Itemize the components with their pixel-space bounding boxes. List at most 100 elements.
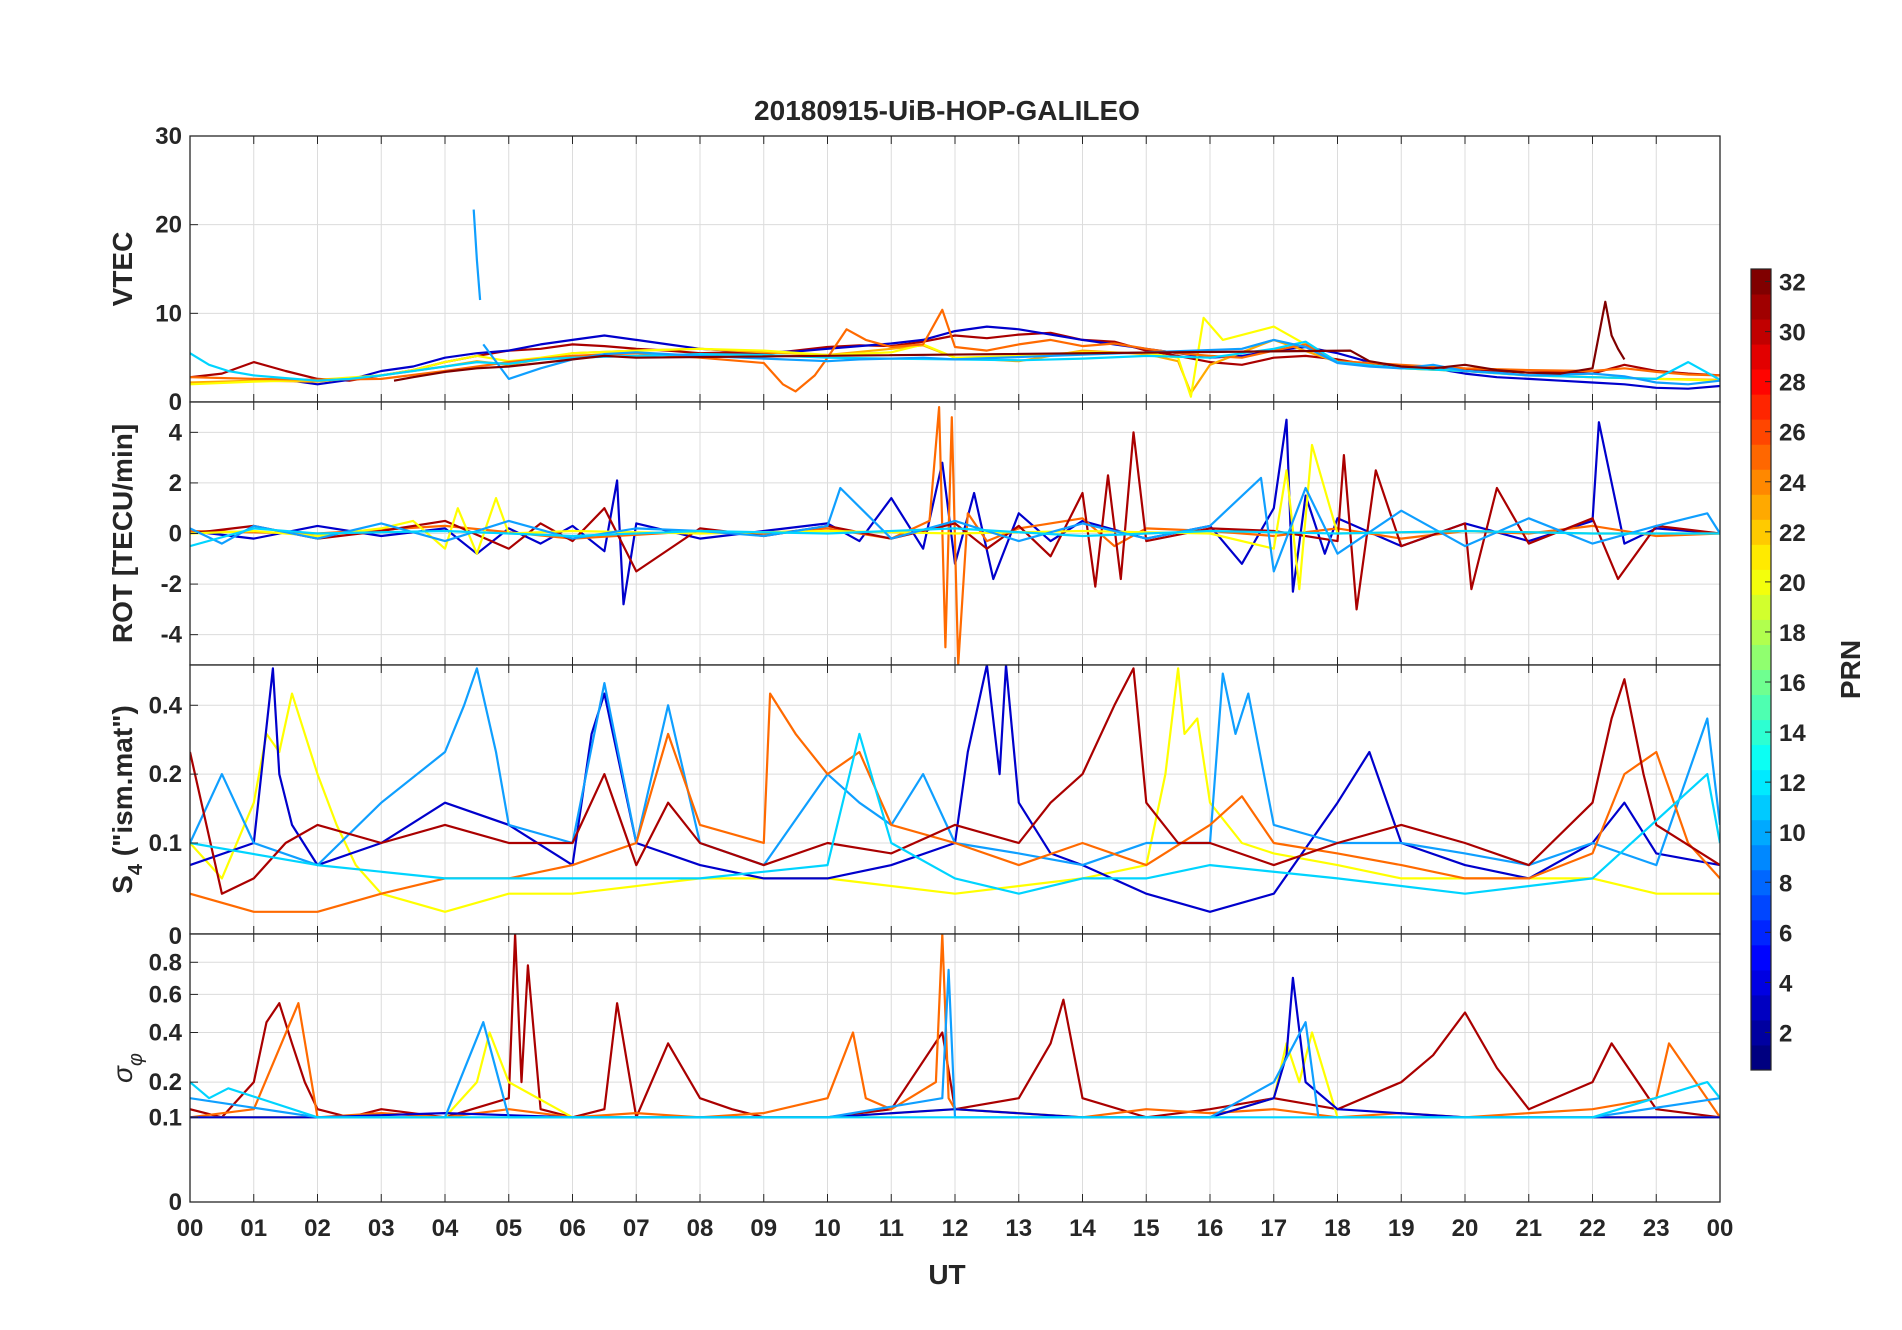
series-line-prn-3	[285, 325, 1720, 390]
colorbar-segment	[1751, 969, 1771, 996]
x-tick-label: 18	[1324, 1215, 1351, 1242]
series-group	[190, 209, 1720, 398]
x-tick-label: 23	[1643, 1215, 1670, 1242]
x-tick-label: 14	[1069, 1215, 1096, 1242]
y-tick-label: 0.2	[149, 761, 182, 788]
colorbar-segment	[1751, 419, 1771, 445]
colorbar-segment	[1751, 269, 1771, 295]
colorbar-frame	[1750, 268, 1772, 1071]
x-tick-label: 08	[687, 1215, 714, 1242]
y-tick-label: 0	[169, 389, 182, 416]
y-axis-label: S4 ("ism.mat")	[107, 705, 147, 894]
colorbar-segment	[1751, 819, 1771, 846]
series-line-prn-12	[190, 1080, 1720, 1119]
colorbar-segment	[1751, 394, 1771, 420]
colorbar-segment	[1751, 1044, 1771, 1071]
y-tick-label: 0.4	[149, 692, 183, 719]
colorbar-segment	[1751, 469, 1771, 495]
y-axis-label: σφ	[107, 1053, 147, 1083]
series-group	[190, 406, 1720, 665]
colorbar-segment	[1751, 719, 1771, 746]
y-tick-label-top: 0	[169, 923, 182, 950]
colorbar-segment	[1751, 794, 1771, 821]
y-tick-label: 10	[155, 300, 182, 327]
series-line-prn-12	[190, 732, 1720, 895]
x-tick-label: 11	[879, 1215, 904, 1242]
y-tick-label: 4	[169, 419, 183, 446]
x-tick-label: 07	[623, 1215, 650, 1242]
x-tick-label: 12	[942, 1215, 969, 1242]
colorbar-segment	[1751, 569, 1771, 595]
colorbar-segment	[1751, 694, 1771, 721]
colorbar-segment	[1751, 319, 1771, 345]
series-line-prn-20	[190, 667, 1720, 913]
x-tick-label: 02	[304, 1215, 331, 1242]
colorbar-segment	[1751, 994, 1771, 1021]
colorbar-tick-label: 10	[1779, 820, 1806, 847]
y-tick-label: 2	[169, 470, 182, 497]
y-tick-label: 0	[169, 521, 182, 548]
colorbar-segment	[1751, 919, 1771, 946]
x-tick-label: 17	[1260, 1215, 1287, 1242]
colorbar-segment	[1751, 494, 1771, 520]
colorbar-tick-label: 24	[1779, 470, 1806, 497]
x-tick-label: 03	[368, 1215, 395, 1242]
y-axis-label-main: σ	[107, 1065, 138, 1083]
colorbar-tick-label: 6	[1779, 920, 1792, 947]
colorbar-tick-label: 12	[1779, 770, 1806, 797]
x-tick-label: 04	[432, 1215, 459, 1242]
colorbar-tick-label: 22	[1779, 520, 1806, 547]
series-group	[190, 934, 1720, 1119]
series-line-prn-9	[472, 209, 482, 301]
x-tick-label: 00	[1707, 1215, 1734, 1242]
x-tick-label: 15	[1133, 1215, 1160, 1242]
colorbar-segment	[1751, 644, 1771, 670]
colorbar-segment	[1751, 544, 1771, 570]
y-axis-label-main: S	[107, 875, 138, 894]
y-axis-label-rest: ("ism.mat")	[107, 705, 138, 864]
colorbar-segment	[1751, 344, 1771, 370]
series-line-prn-32	[393, 300, 1626, 382]
colorbar-segment	[1751, 844, 1771, 871]
colorbar-segment	[1751, 869, 1771, 896]
colorbar-segment	[1751, 294, 1771, 320]
y-axis-label-subscript: φ	[125, 1053, 147, 1066]
x-tick-label: 20	[1452, 1215, 1479, 1242]
colorbar-segment	[1751, 594, 1771, 620]
series-line-prn-31	[190, 934, 1720, 1119]
y-tick-label: 0.8	[149, 949, 182, 976]
colorbar-tick-label: 30	[1779, 320, 1806, 347]
colorbar-segment	[1751, 369, 1771, 395]
colorbar-tick-label: 8	[1779, 870, 1792, 897]
colorbar-tick-label: 28	[1779, 370, 1806, 397]
colorbar-segment	[1751, 944, 1771, 971]
x-tick-label: 13	[1005, 1215, 1032, 1242]
y-tick-label: 0.6	[149, 981, 182, 1008]
y-tick-label: 0.2	[149, 1069, 182, 1096]
series-line-prn-12	[190, 527, 1720, 548]
y-tick-label: 0.1	[149, 1104, 182, 1131]
colorbar-tick-label: 2	[1779, 1020, 1792, 1047]
series-line-prn-31	[190, 431, 1720, 611]
colorbar-segment	[1751, 669, 1771, 696]
y-tick-label: 20	[155, 212, 182, 239]
colorbar-segment	[1751, 769, 1771, 796]
colorbar-tick-label: 4	[1779, 970, 1793, 997]
x-tick-label: 22	[1579, 1215, 1606, 1242]
colorbar-segment	[1751, 894, 1771, 921]
x-axis-label: UT	[928, 1259, 965, 1290]
colorbar-tick-label: 18	[1779, 620, 1806, 647]
x-tick-label: 21	[1515, 1215, 1542, 1242]
y-tick-label: 0	[169, 1189, 182, 1216]
x-tick-label: 00	[177, 1215, 204, 1242]
y-tick-label: -4	[161, 622, 183, 649]
x-tick-label: 09	[750, 1215, 777, 1242]
colorbar-tick-label: 32	[1779, 270, 1806, 297]
x-axis-ticks: 00 01 02 03 04 05 06 07 08 09 10 11 12 13 14 15 16 17 18 19…	[177, 1215, 1734, 1242]
colorbar-segment	[1751, 619, 1771, 645]
colorbar-segment	[1751, 744, 1771, 771]
y-axis-label-subscript: 4	[125, 863, 147, 875]
series-group	[190, 665, 1720, 913]
